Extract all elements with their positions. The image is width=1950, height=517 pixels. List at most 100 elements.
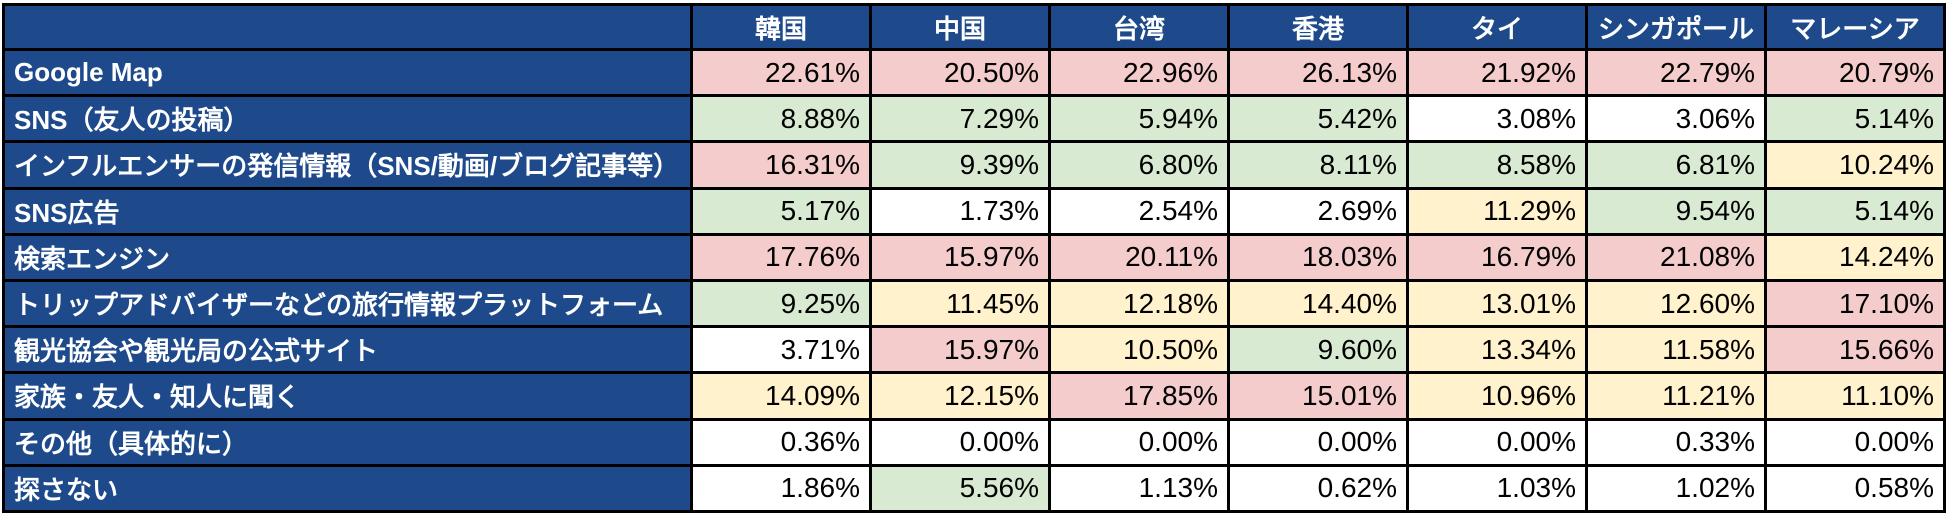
table-row-family-friends: 家族・友人・知人に聞く 14.09% 12.15% 17.85% 15.01% … xyxy=(2,371,1946,421)
table-cell: 13.34% xyxy=(1406,325,1588,375)
table-cell: 15.66% xyxy=(1764,325,1946,375)
table-cell: 0.00% xyxy=(1406,417,1588,467)
table-cell: 2.54% xyxy=(1048,186,1230,236)
table-cell: 9.25% xyxy=(690,278,872,329)
table-cell: 21.08% xyxy=(1585,232,1767,282)
corner-cell xyxy=(2,3,693,51)
table-cell: 10.96% xyxy=(1406,371,1588,421)
table-cell: 26.13% xyxy=(1227,47,1409,98)
table-cell: 18.03% xyxy=(1227,232,1409,282)
row-label: 観光協会や観光局の公式サイト xyxy=(2,325,693,375)
column-header-taiwan: 台湾 xyxy=(1048,3,1230,51)
table-cell: 22.61% xyxy=(690,47,872,98)
table-cell: 5.17% xyxy=(690,186,872,236)
row-label: 検索エンジン xyxy=(2,232,693,282)
table-cell: 20.50% xyxy=(869,47,1051,98)
table-cell: 8.88% xyxy=(690,94,872,144)
table-row-google-map: Google Map 22.61% 20.50% 22.96% 26.13% 2… xyxy=(2,47,1946,98)
table-cell: 17.76% xyxy=(690,232,872,282)
row-label: SNS広告 xyxy=(2,186,693,236)
table-cell: 17.85% xyxy=(1048,371,1230,421)
table-cell: 6.81% xyxy=(1585,140,1767,190)
table-cell: 8.11% xyxy=(1227,140,1409,190)
header-row: 韓国 中国 台湾 香港 タイ シンガポール マレーシア xyxy=(2,3,1946,51)
table-row-travel-platform: トリップアドバイザーなどの旅行情報プラットフォーム 9.25% 11.45% 1… xyxy=(2,278,1946,329)
table-cell: 1.03% xyxy=(1406,463,1588,514)
table-cell: 5.14% xyxy=(1764,186,1946,236)
row-label: SNS（友人の投稿） xyxy=(2,94,693,144)
table-cell: 2.69% xyxy=(1227,186,1409,236)
column-header-china: 中国 xyxy=(869,3,1051,51)
table-cell: 3.71% xyxy=(690,325,872,375)
column-header-thailand: タイ xyxy=(1406,3,1588,51)
row-label: その他（具体的に） xyxy=(2,417,693,467)
table-cell: 15.01% xyxy=(1227,371,1409,421)
table-cell: 5.56% xyxy=(869,463,1051,514)
heatmap-table-container: 韓国 中国 台湾 香港 タイ シンガポール マレーシア Google Map 2… xyxy=(2,3,1946,514)
table-cell: 7.29% xyxy=(869,94,1051,144)
table-cell: 5.42% xyxy=(1227,94,1409,144)
table-row-search-engine: 検索エンジン 17.76% 15.97% 20.11% 18.03% 16.79… xyxy=(2,232,1946,282)
table-cell: 20.11% xyxy=(1048,232,1230,282)
table-cell: 22.79% xyxy=(1585,47,1767,98)
row-label: 探さない xyxy=(2,463,693,514)
table-cell: 10.50% xyxy=(1048,325,1230,375)
table-cell: 14.24% xyxy=(1764,232,1946,282)
table-cell: 0.62% xyxy=(1227,463,1409,514)
column-header-korea: 韓国 xyxy=(690,3,872,51)
table-cell: 15.97% xyxy=(869,325,1051,375)
table-cell: 1.02% xyxy=(1585,463,1767,514)
table-cell: 9.60% xyxy=(1227,325,1409,375)
table-cell: 3.08% xyxy=(1406,94,1588,144)
table-cell: 11.10% xyxy=(1764,371,1946,421)
table-cell: 11.58% xyxy=(1585,325,1767,375)
row-label: Google Map xyxy=(2,47,693,98)
table-cell: 0.00% xyxy=(1048,417,1230,467)
row-label: トリップアドバイザーなどの旅行情報プラットフォーム xyxy=(2,278,693,329)
table-cell: 0.00% xyxy=(1764,417,1946,467)
table-cell: 0.58% xyxy=(1764,463,1946,514)
table-cell: 9.54% xyxy=(1585,186,1767,236)
table-cell: 1.73% xyxy=(869,186,1051,236)
column-header-singapore: シンガポール xyxy=(1585,3,1767,51)
table-row-sns-ads: SNS広告 5.17% 1.73% 2.54% 2.69% 11.29% 9.5… xyxy=(2,186,1946,236)
table-cell: 1.86% xyxy=(690,463,872,514)
table-cell: 5.14% xyxy=(1764,94,1946,144)
table-cell: 17.10% xyxy=(1764,278,1946,329)
table-cell: 0.33% xyxy=(1585,417,1767,467)
table-row-dont-search: 探さない 1.86% 5.56% 1.13% 0.62% 1.03% 1.02%… xyxy=(2,463,1946,514)
travel-info-source-table: 韓国 中国 台湾 香港 タイ シンガポール マレーシア Google Map 2… xyxy=(2,3,1946,514)
row-label: 家族・友人・知人に聞く xyxy=(2,371,693,421)
table-row-official-site: 観光協会や観光局の公式サイト 3.71% 15.97% 10.50% 9.60%… xyxy=(2,325,1946,375)
table-cell: 11.29% xyxy=(1406,186,1588,236)
table-cell: 16.79% xyxy=(1406,232,1588,282)
table-cell: 21.92% xyxy=(1406,47,1588,98)
table-cell: 15.97% xyxy=(869,232,1051,282)
table-cell: 5.94% xyxy=(1048,94,1230,144)
row-label: インフルエンサーの発信情報（SNS/動画/ブログ記事等） xyxy=(2,140,693,190)
table-row-sns-friends: SNS（友人の投稿） 8.88% 7.29% 5.94% 5.42% 3.08%… xyxy=(2,94,1946,144)
table-row-other: その他（具体的に） 0.36% 0.00% 0.00% 0.00% 0.00% … xyxy=(2,417,1946,467)
table-cell: 10.24% xyxy=(1764,140,1946,190)
table-cell: 12.15% xyxy=(869,371,1051,421)
table-cell: 8.58% xyxy=(1406,140,1588,190)
table-cell: 0.00% xyxy=(1227,417,1409,467)
table-cell: 20.79% xyxy=(1764,47,1946,98)
table-row-influencer: インフルエンサーの発信情報（SNS/動画/ブログ記事等） 16.31% 9.39… xyxy=(2,140,1946,190)
column-header-malaysia: マレーシア xyxy=(1764,3,1946,51)
table-cell: 12.18% xyxy=(1048,278,1230,329)
table-cell: 6.80% xyxy=(1048,140,1230,190)
table-cell: 13.01% xyxy=(1406,278,1588,329)
table-cell: 22.96% xyxy=(1048,47,1230,98)
table-cell: 14.09% xyxy=(690,371,872,421)
column-header-hongkong: 香港 xyxy=(1227,3,1409,51)
table-cell: 0.36% xyxy=(690,417,872,467)
table-cell: 14.40% xyxy=(1227,278,1409,329)
table-cell: 1.13% xyxy=(1048,463,1230,514)
table-cell: 11.45% xyxy=(869,278,1051,329)
table-cell: 9.39% xyxy=(869,140,1051,190)
table-cell: 16.31% xyxy=(690,140,872,190)
table-cell: 3.06% xyxy=(1585,94,1767,144)
table-cell: 0.00% xyxy=(869,417,1051,467)
table-cell: 11.21% xyxy=(1585,371,1767,421)
